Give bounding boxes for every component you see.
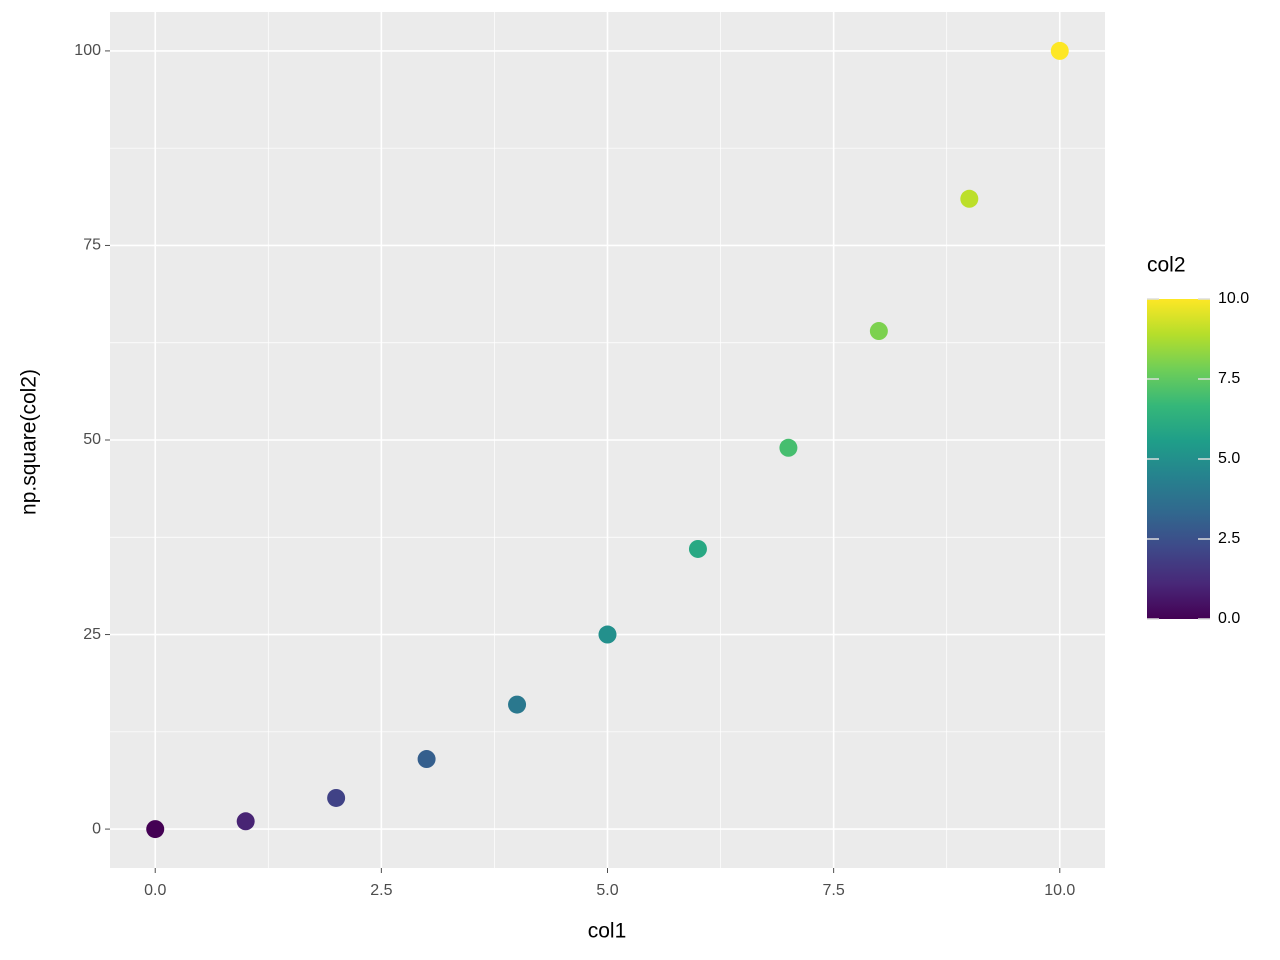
x-axis-title: col1 bbox=[588, 920, 627, 943]
y-tick-label: 0 bbox=[92, 820, 101, 837]
colorbar-label: 10.0 bbox=[1218, 290, 1249, 307]
x-tick-label: 10.0 bbox=[1044, 882, 1075, 899]
y-tick-label: 100 bbox=[74, 42, 101, 59]
y-axis-title: np.square(col2) bbox=[18, 369, 41, 515]
y-tick-label: 50 bbox=[83, 431, 101, 448]
point bbox=[327, 788, 346, 807]
x-tick-label: 7.5 bbox=[823, 882, 845, 899]
point bbox=[236, 812, 255, 831]
y-tick-label: 25 bbox=[83, 626, 101, 643]
x-tick-label: 2.5 bbox=[370, 882, 392, 899]
colorbar-label: 5.0 bbox=[1218, 450, 1240, 467]
point bbox=[869, 322, 888, 341]
point bbox=[508, 695, 527, 714]
point bbox=[417, 750, 436, 769]
point bbox=[960, 189, 979, 208]
point bbox=[688, 539, 707, 558]
y-tick-label: 75 bbox=[83, 237, 101, 254]
x-tick-label: 0.0 bbox=[144, 882, 166, 899]
point bbox=[1050, 41, 1069, 60]
legend-title: col2 bbox=[1147, 254, 1186, 277]
colorbar-label: 7.5 bbox=[1218, 370, 1240, 387]
colorbar-label: 2.5 bbox=[1218, 530, 1240, 547]
colorbar-label: 0.0 bbox=[1218, 610, 1240, 627]
point bbox=[598, 625, 617, 644]
point bbox=[779, 438, 798, 457]
x-tick-label: 5.0 bbox=[596, 882, 618, 899]
point bbox=[146, 820, 165, 839]
